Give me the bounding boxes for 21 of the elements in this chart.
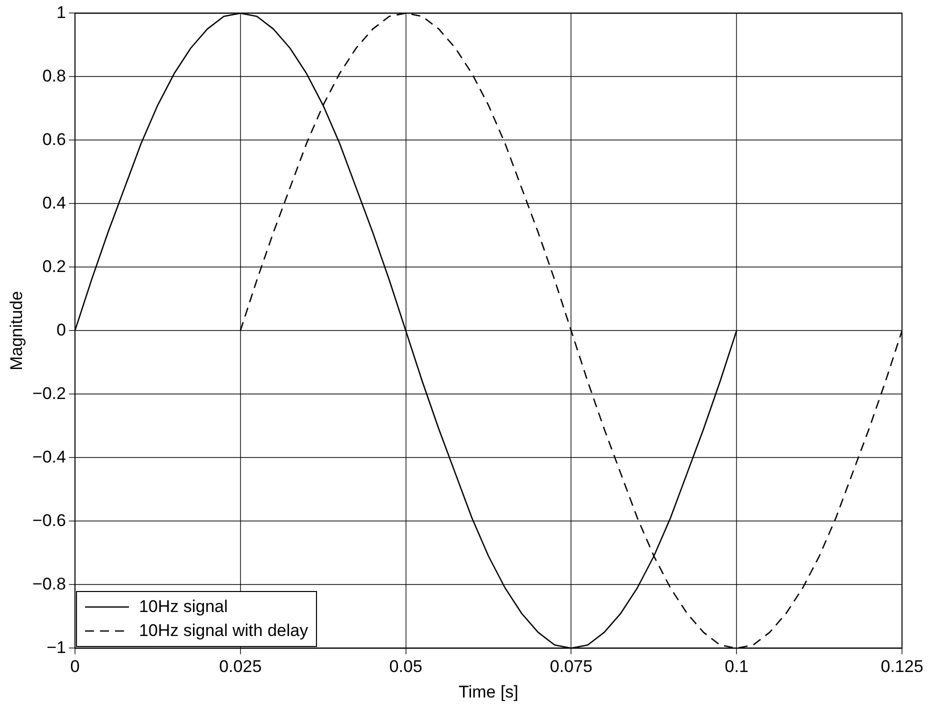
- x-tick-label: 0.1: [724, 657, 748, 676]
- y-tick-label: −0.8: [32, 574, 66, 594]
- y-tick-label: 0.8: [42, 66, 66, 86]
- y-tick-label: −0.6: [32, 510, 66, 530]
- x-tick-label: 0.075: [550, 657, 592, 676]
- y-tick-label: 0: [56, 320, 66, 340]
- x-tick-label: 0: [70, 657, 80, 676]
- y-tick-label: −1: [46, 638, 66, 657]
- legend-label: 10Hz signal with delay: [138, 621, 308, 642]
- y-tick-label: 1: [56, 2, 66, 22]
- y-axis-title: Magnitude: [6, 291, 26, 370]
- y-tick-label: 0.4: [42, 193, 66, 212]
- y-tick-label: 0.2: [42, 256, 66, 276]
- x-tick-label: 0.05: [389, 657, 422, 676]
- y-tick-label: −0.4: [32, 447, 66, 466]
- x-tick-label: 0.025: [219, 657, 262, 676]
- x-axis-title: Time [s]: [458, 682, 518, 702]
- legend-label: 10Hz signal: [138, 597, 228, 618]
- y-tick-label: −0.2: [32, 384, 66, 403]
- y-tick-label: 0.6: [42, 130, 66, 149]
- x-tick-label: 0.125: [880, 657, 924, 676]
